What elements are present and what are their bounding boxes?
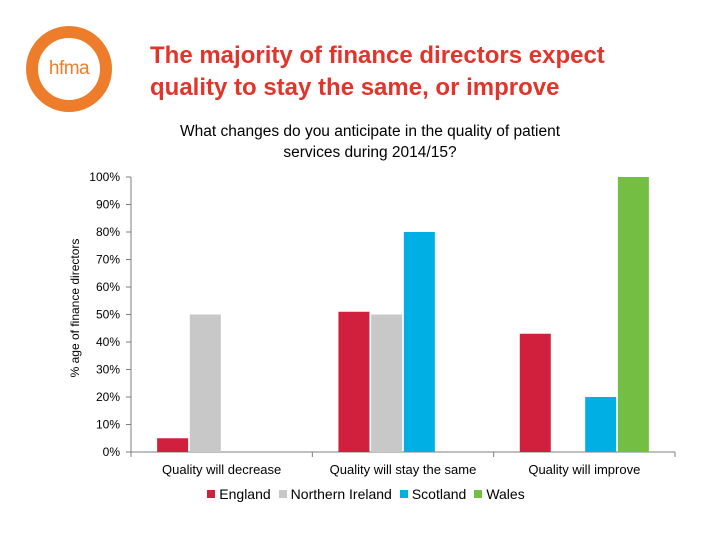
- legend-label: Northern Ireland: [290, 486, 392, 502]
- y-tick-label: 50%: [96, 308, 120, 322]
- bar-northern-ireland: [189, 314, 221, 452]
- logo-text: hfma: [48, 58, 90, 79]
- legend-swatch: [207, 490, 216, 498]
- legend-item: Wales: [474, 486, 525, 502]
- chart-title-line-2: services during 2014/15?: [283, 144, 457, 161]
- legend-item: Northern Ireland: [278, 486, 392, 502]
- chart-title-line-1: What changes do you anticipate in the qu…: [180, 123, 560, 140]
- legend-item: Scotland: [399, 486, 467, 502]
- slide-title-line-1: The majority of finance directors expect: [150, 42, 605, 69]
- y-tick-label: 90%: [96, 198, 120, 212]
- bar-scotland: [585, 397, 617, 452]
- bar-england: [157, 438, 189, 452]
- y-tick-label: 10%: [96, 418, 120, 432]
- y-tick-label: 30%: [96, 363, 120, 377]
- x-category-label: Quality will decrease: [162, 462, 281, 477]
- chart-legend: England Northern Ireland Scotland Wales: [0, 486, 720, 502]
- legend-swatch: [474, 490, 483, 498]
- y-tick-label: 40%: [96, 335, 120, 349]
- x-category-label: Quality will improve: [528, 462, 640, 477]
- slide-title: The majority of finance directors expect…: [150, 40, 690, 104]
- bar-england: [338, 311, 370, 452]
- y-tick-label: 70%: [96, 253, 120, 267]
- legend-swatch: [278, 490, 287, 498]
- legend-item: England: [207, 486, 271, 502]
- x-category-label: Quality will stay the same: [330, 462, 477, 477]
- y-tick-label: 80%: [96, 225, 120, 239]
- legend-label: Scotland: [411, 486, 467, 502]
- legend-label: England: [219, 486, 271, 502]
- bar-northern-ireland: [371, 314, 403, 452]
- y-tick-label: 100%: [89, 170, 120, 184]
- y-tick-label: 0%: [103, 445, 121, 459]
- chart-title: What changes do you anticipate in the qu…: [120, 121, 620, 163]
- legend-swatch: [399, 490, 408, 498]
- y-axis-label: % age of finance directors: [68, 239, 82, 378]
- bar-scotland: [403, 232, 435, 452]
- bar-wales: [617, 177, 649, 452]
- y-tick-label: 20%: [96, 390, 120, 404]
- bar-england: [519, 333, 551, 452]
- legend-label: Wales: [486, 486, 525, 502]
- slide-title-line-2: quality to stay the same, or improve: [150, 74, 560, 101]
- y-tick-label: 60%: [96, 280, 120, 294]
